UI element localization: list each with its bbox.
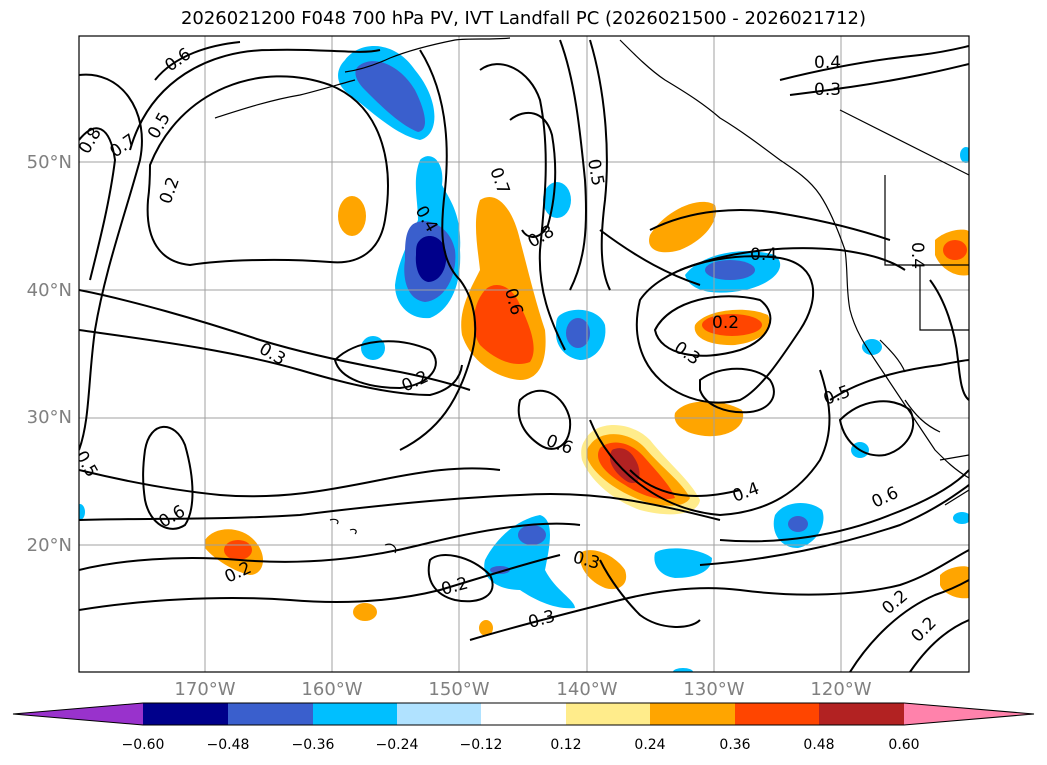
- plot-frame: [78, 35, 970, 673]
- colorbar-tick: 0.24: [634, 737, 666, 753]
- colorbar-tick: −0.24: [375, 737, 419, 753]
- lat-label: 40°N: [26, 280, 72, 301]
- colorbar-tick: 0.12: [550, 737, 582, 753]
- ivt-contours: [79, 39, 969, 672]
- grid-lines: [79, 36, 969, 672]
- plot-area: 0.6 0.8 0.7 0.5 0.2 0.3 0.2 0.4 0.7 0.8 …: [79, 36, 969, 672]
- colorbar-extend-max: [904, 703, 1034, 725]
- contour-label: 0.4: [814, 53, 841, 73]
- colorbar-swatch: [481, 703, 566, 725]
- colorbar-swatch: [819, 703, 904, 725]
- colorbar-tick: −0.36: [291, 737, 335, 753]
- lon-label: 150°W: [428, 679, 490, 700]
- colorbar-extend-min: [13, 703, 143, 725]
- colorbar-swatch: [313, 703, 397, 725]
- colorbar: [12, 702, 1035, 726]
- lon-label: 120°W: [810, 679, 872, 700]
- map-title: 2026021200 F048 700 hPa PV, IVT Landfall…: [180, 8, 867, 29]
- lon-label: 170°W: [174, 679, 236, 700]
- contour-label: 0.5: [583, 157, 607, 187]
- colorbar-swatch: [566, 703, 650, 725]
- colorbar-swatch: [143, 703, 228, 725]
- colorbar-swatch: [397, 703, 481, 725]
- lat-label: 20°N: [26, 535, 72, 556]
- colorbar-tick: −0.12: [459, 737, 503, 753]
- lat-label: 50°N: [26, 152, 72, 173]
- colorbar-swatch: [735, 703, 819, 725]
- colorbar-swatch: [650, 703, 735, 725]
- lon-label: 140°W: [556, 679, 618, 700]
- colorbar-swatch: [228, 703, 313, 725]
- colorbar-tick: 0.36: [719, 737, 751, 753]
- colorbar-tick: −0.48: [206, 737, 250, 753]
- lon-label: 160°W: [301, 679, 363, 700]
- contour-label: 0.2: [712, 313, 739, 333]
- contour-label: 0.4: [907, 242, 927, 269]
- colorbar-tick: 0.48: [803, 737, 835, 753]
- lon-label: 130°W: [683, 679, 745, 700]
- colorbar-tick: −0.60: [121, 737, 165, 753]
- lat-label: 30°N: [26, 407, 72, 428]
- colorbar-tick: 0.60: [888, 737, 920, 753]
- contour-label: 0.4: [750, 245, 777, 265]
- contour-label: 0.3: [814, 80, 841, 100]
